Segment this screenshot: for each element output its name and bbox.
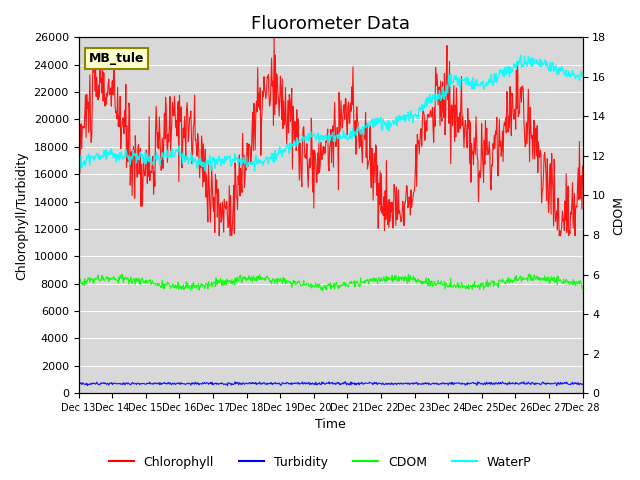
Legend: Chlorophyll, Turbidity, CDOM, WaterP: Chlorophyll, Turbidity, CDOM, WaterP xyxy=(104,451,536,474)
Y-axis label: CDOM: CDOM xyxy=(612,196,625,235)
X-axis label: Time: Time xyxy=(315,419,346,432)
Text: MB_tule: MB_tule xyxy=(88,52,144,65)
Title: Fluorometer Data: Fluorometer Data xyxy=(251,15,410,33)
Y-axis label: Chlorophyll/Turbidity: Chlorophyll/Turbidity xyxy=(15,151,28,279)
